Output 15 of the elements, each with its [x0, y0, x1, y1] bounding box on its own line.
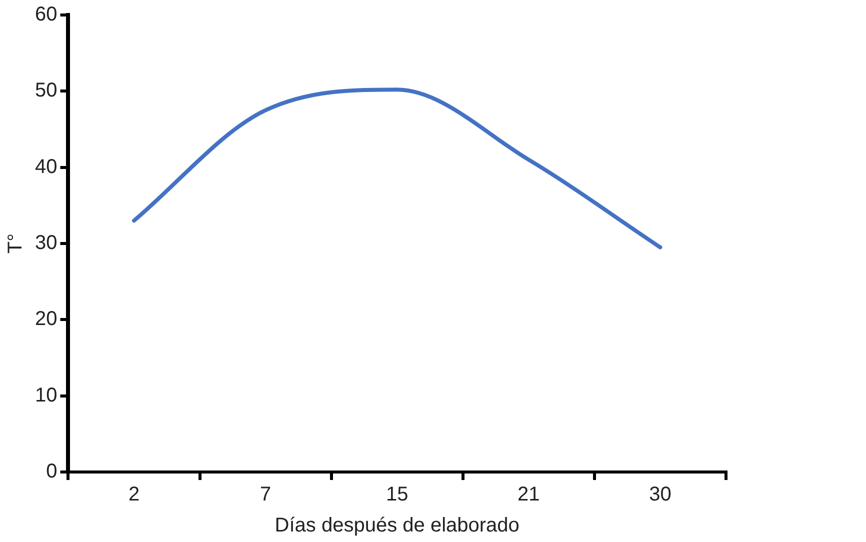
x-tick-label: 7	[260, 484, 272, 506]
y-tick-label: 40	[34, 156, 58, 178]
y-tick-label: 30	[34, 232, 58, 254]
x-tick-label: 30	[649, 484, 672, 506]
y-tick-label: 0	[46, 460, 58, 483]
y-tick-label: 50	[34, 80, 58, 102]
x-axis-title: Días después de elaborado	[274, 514, 520, 537]
y-axis-title: T°	[4, 233, 27, 254]
y-tick-label: 60	[34, 4, 58, 26]
y-tick-label: 10	[34, 384, 58, 406]
x-tick-label: 15	[386, 484, 408, 506]
x-tick-label: 2	[128, 484, 140, 506]
line-series	[132, 88, 662, 250]
y-tick-label: 20	[34, 308, 58, 330]
x-tick-label: 21	[518, 484, 540, 506]
